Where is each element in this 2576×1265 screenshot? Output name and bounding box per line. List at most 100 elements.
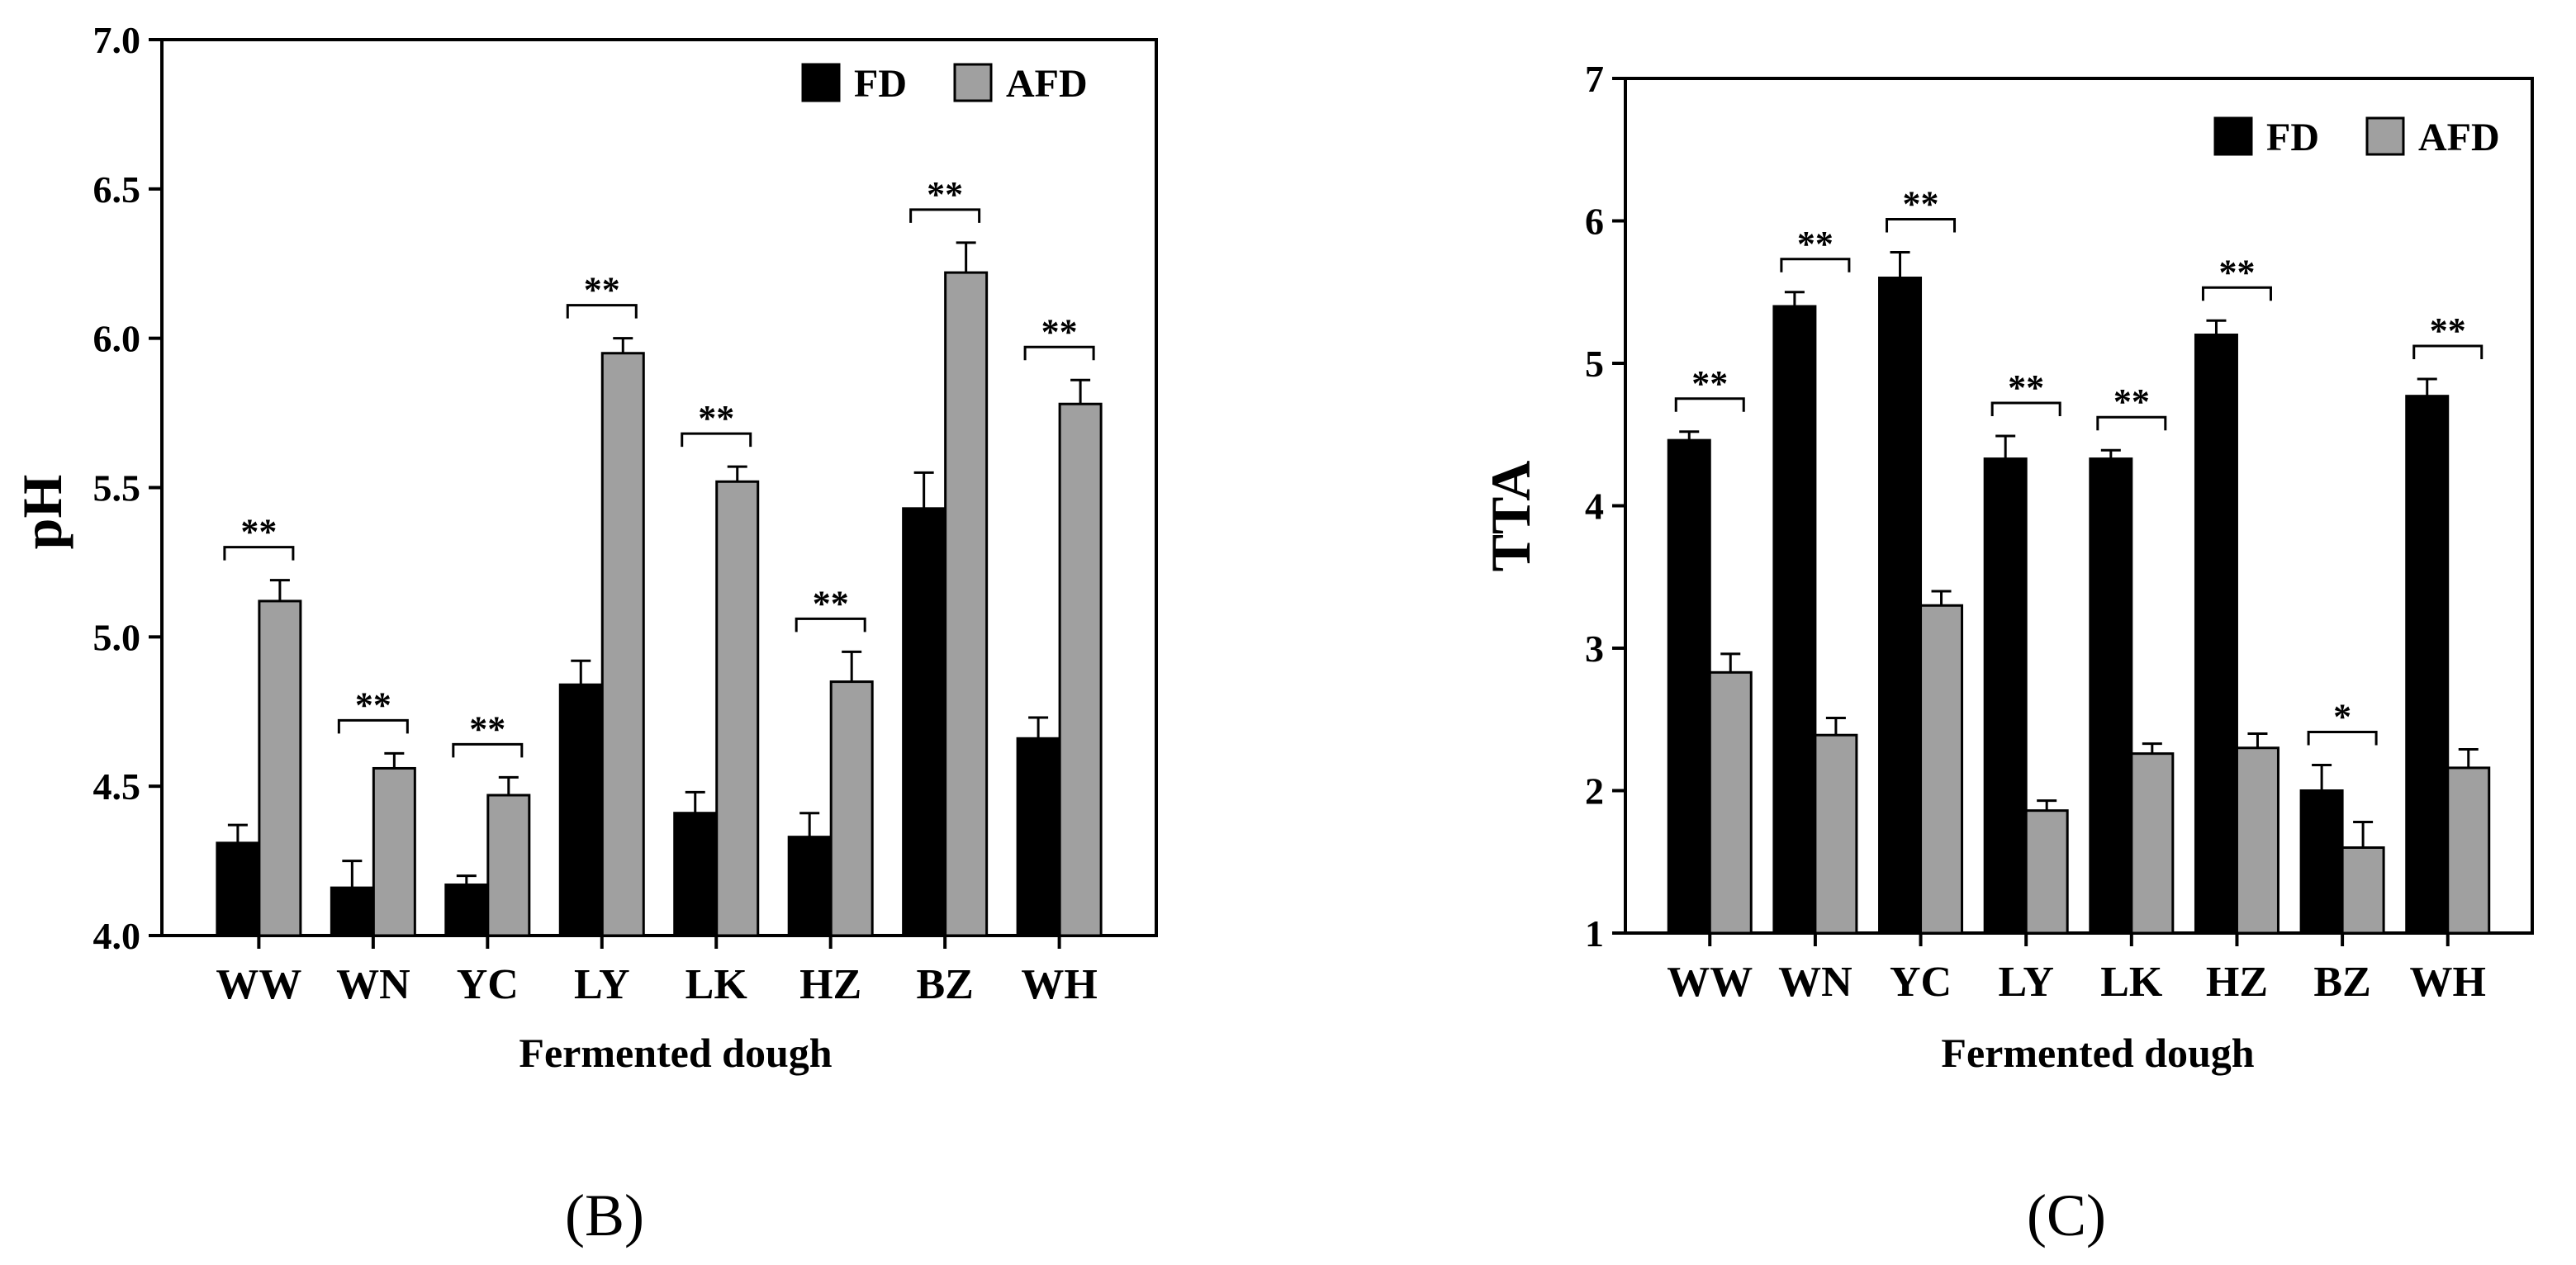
x-tick-label: BZ [2313,959,2370,1006]
significance-bracket [1990,401,2061,416]
y-tick-label: 1 [1585,912,1604,955]
bar-afd [829,680,874,937]
y-tick-label: 5.5 [93,467,141,509]
significance-label: ** [1041,311,1078,352]
y-tick-label: 3 [1585,628,1604,670]
legend-label-fd: FD [2266,116,2319,159]
bar-fd [1772,305,1817,935]
x-tick-label: WN [1778,959,1853,1006]
significance-label: ** [1691,363,1728,404]
y-tick-label: 4.0 [93,915,141,957]
bar-fd [444,884,489,937]
x-tick-label: BZ [916,961,973,1008]
significance-bracket [2307,730,2378,746]
x-tick-label: YC [1890,959,1952,1006]
significance-label: ** [927,174,963,215]
significance-bracket [681,432,752,448]
significance-label: ** [2113,381,2150,422]
legend-label-fd: FD [854,62,907,106]
bar-afd [600,352,645,937]
bar-fd [330,886,374,937]
bar-afd [2446,766,2491,935]
x-tick-label: HZ [799,961,861,1008]
significance-bracket [2412,344,2483,359]
x-tick-label: HZ [2206,959,2268,1006]
bar-fd [1667,438,1711,935]
x-tick-label: LK [2100,959,2163,1006]
bar-afd [2235,746,2279,935]
y-tick-label: 4 [1585,486,1604,528]
significance-label: ** [2430,310,2466,351]
significance-bracket [795,617,866,632]
plot-frame [160,38,1158,937]
significance-bracket [1780,258,1851,272]
significance-label: ** [2218,252,2255,292]
bar-fd [673,812,718,937]
y-tick-label: 7.0 [93,19,141,61]
significance-bracket [1674,397,1745,412]
bar-afd [1814,733,1858,935]
y-axis-title: pH [11,475,74,550]
x-tick-label: LK [686,961,748,1008]
x-tick-label: LY [574,961,629,1008]
x-tick-label: WH [1021,961,1097,1008]
significance-label: ** [584,270,620,310]
bar-fd [2299,789,2344,935]
y-tick-label: 6.5 [93,168,141,211]
significance-label: ** [355,685,391,725]
panel-label: (B) [565,1182,644,1248]
x-tick-label: WW [1667,959,1753,1006]
bar-fd [1983,457,2028,935]
y-tick-label: 6 [1585,201,1604,243]
bar-afd [2341,846,2385,935]
bar-fd [216,841,260,937]
significance-label: ** [469,708,505,749]
significance-label: ** [698,398,734,438]
significance-bracket [452,742,524,758]
legend-label-afd: AFD [2418,116,2500,159]
x-tick-label: WW [216,961,301,1008]
y-tick-label: 6.0 [93,318,141,360]
bar-fd [2405,395,2450,935]
x-tick-label: LY [1998,959,2053,1006]
significance-bracket [2201,286,2272,301]
x-tick-label: YC [457,961,519,1008]
significance-label: ** [1903,183,1939,224]
significance-bracket [1023,345,1095,361]
x-axis-title: Fermented dough [1941,1030,2254,1076]
y-tick-label: 7 [1585,58,1604,100]
bar-afd [2024,809,2069,935]
bar-afd [1708,670,1753,935]
legend-swatch-fd [2213,116,2253,156]
bar-afd [2130,752,2175,935]
significance-label: * [2333,696,2351,737]
legend-swatch-afd [2365,116,2405,156]
panel-label: (C) [2027,1182,2106,1248]
legend-swatch-afd [953,63,993,102]
x-tick-label: WH [2410,959,2486,1006]
bar-afd [486,794,531,937]
y-tick-label: 5.0 [93,616,141,658]
significance-label: ** [813,583,849,623]
significance-bracket [2096,415,2167,431]
plot-frame [1624,77,2534,935]
legend-swatch-fd [801,63,841,102]
y-tick-label: 5 [1585,343,1604,385]
bar-fd [2194,334,2238,935]
bar-fd [787,836,832,937]
bar-afd [1919,604,1964,935]
bar-fd [2089,457,2133,935]
bar-fd [558,683,603,937]
bar-afd [258,599,302,937]
bar-afd [944,271,989,937]
bar-afd [715,480,760,937]
ph-chart: 4.0 4.5 5.0 5.5 6.0 6.5 7.0 pH Fermented dough (B… [11,19,1158,1248]
x-tick-label: WN [336,961,410,1008]
bar-afd [1058,402,1103,937]
bar-fd [1016,737,1060,937]
bar-fd [902,507,946,937]
bar-afd [372,766,416,937]
significance-label: ** [2008,367,2044,408]
